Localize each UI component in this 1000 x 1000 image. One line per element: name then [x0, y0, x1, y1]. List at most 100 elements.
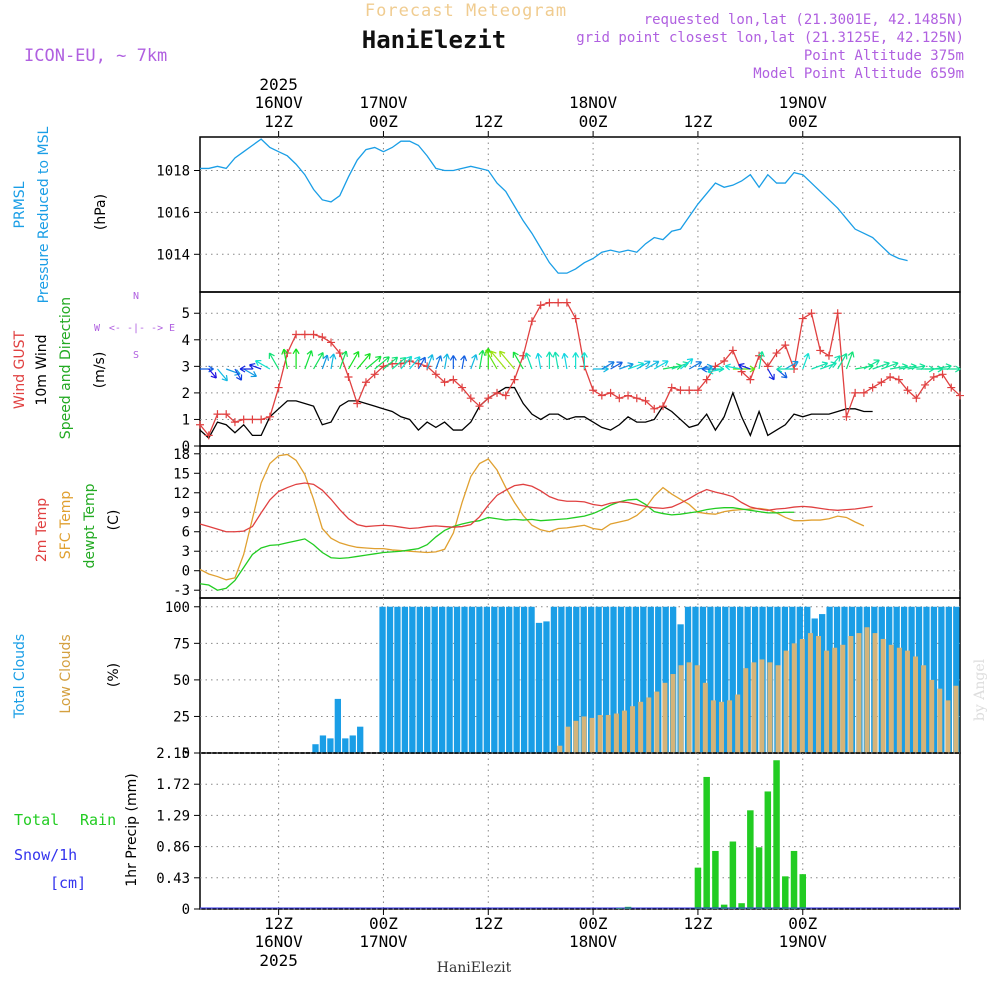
wind-unit: (m/s) — [92, 352, 108, 389]
total-cloud-bar-32 — [439, 606, 446, 753]
pressure-series — [200, 138, 908, 274]
cloud-unit: (%) — [106, 663, 122, 687]
wind-arrow-11 — [292, 348, 300, 369]
gust-marker-72 — [824, 351, 833, 360]
total-cloud-bar-29 — [416, 606, 423, 753]
total-cloud-bar-45 — [535, 622, 543, 753]
total-cloud-bar-35 — [461, 606, 468, 753]
gust-marker-17 — [344, 372, 353, 381]
wind-arrow-20 — [374, 356, 390, 370]
wind-arrow-29 — [449, 355, 457, 369]
wind-arrow-28 — [442, 353, 450, 370]
total-cloud-bar-95 — [908, 606, 915, 753]
total-cloud-bar-19 — [342, 738, 349, 753]
wind-labels: Wind GUST 10m Wind Speed and Direction (… — [12, 297, 108, 439]
cloud-labels: Total Clouds Low Clouds (%) — [12, 634, 122, 719]
gust-marker-55 — [676, 386, 685, 395]
low-cloud-bar-53 — [630, 706, 636, 753]
wind-label-c: Speed and Direction — [58, 297, 74, 439]
low-cloud-bar-90 — [929, 679, 935, 753]
low-cloud-bar-58 — [670, 674, 676, 753]
low-cloud-bar-64 — [718, 701, 724, 753]
wind-arrow-37 — [512, 351, 524, 370]
low-cloud-bar-89 — [921, 665, 927, 753]
precip-label-snow: Snow/1h — [14, 846, 77, 864]
total-cloud-bar-25 — [386, 606, 394, 753]
total-cloud-bar-37 — [476, 606, 483, 753]
y-tick-label-1-5: 5 — [182, 306, 190, 322]
gust-marker-71 — [816, 346, 825, 355]
total-cloud-bar-57 — [625, 606, 632, 753]
wind-arrow-31 — [470, 354, 478, 370]
low-cloud-bar-56 — [654, 691, 660, 753]
rain-bar-62 — [738, 903, 745, 909]
y-tick-label-1-4: 4 — [182, 333, 190, 349]
top-axis-hour-3: 00Z — [579, 112, 608, 131]
gust-marker-46 — [597, 391, 606, 400]
gust-marker-67 — [781, 341, 790, 350]
total-cloud-bar-72 — [737, 606, 744, 753]
low-cloud-bar-77 — [824, 650, 830, 753]
low-cloud-bar-76 — [816, 636, 822, 753]
wind-arrow-24 — [409, 356, 421, 370]
cloud-label-b: Low Clouds — [58, 634, 74, 713]
wind-arrow-38 — [524, 352, 533, 370]
y-tick-label-3-0: 0 — [182, 746, 190, 762]
y-tick-label-2-1: 0 — [182, 564, 190, 580]
rain-bar-58 — [703, 776, 710, 909]
gust-marker-32 — [475, 402, 484, 411]
y-tick-label-1-2: 2 — [182, 386, 190, 402]
gust-marker-58 — [702, 375, 711, 384]
gust-marker-84 — [929, 372, 938, 381]
top-axis-year-0: 2025 — [259, 75, 298, 94]
gust-marker-19 — [361, 378, 370, 387]
requested-coords: requested lon,lat (21.3001E, 42.1485N) — [644, 12, 964, 28]
wind-arrow-46 — [601, 361, 615, 370]
gust-marker-75 — [851, 388, 860, 397]
top-axis-hour-5: 00Z — [788, 112, 817, 131]
wind-arrow-47 — [610, 361, 623, 370]
gust-marker-33 — [484, 394, 493, 403]
temp-y-axis: -3 0 3 6 9 12 15 18 — [173, 447, 200, 599]
total-cloud-bar-48 — [558, 606, 565, 753]
low-cloud-bar-83 — [872, 633, 878, 753]
low-cloud-bar-91 — [937, 688, 943, 753]
temp-grid — [200, 446, 960, 598]
wind-arrow-68 — [776, 365, 795, 373]
precip-label-total: Total — [14, 811, 59, 829]
total-cloud-bar-50 — [573, 606, 580, 753]
y-tick-label-0-1: 1016 — [156, 205, 190, 221]
compass-south: S — [133, 350, 139, 361]
total-cloud-bar-17 — [327, 738, 334, 753]
low-cloud-bar-50 — [605, 714, 611, 753]
rain-bar-61 — [729, 841, 737, 909]
gust-marker-15 — [327, 338, 336, 347]
gust-marker-60 — [720, 357, 729, 366]
total-cloud-bar-70 — [722, 606, 729, 753]
gust-marker-18 — [353, 399, 362, 408]
cloud-label-a: Total Clouds — [12, 634, 28, 719]
total-cloud-bar-44 — [528, 606, 535, 753]
wind-arrow-18 — [356, 352, 371, 370]
wind-series — [196, 298, 964, 440]
compass-legend: N <- -|- -> W E S — [94, 291, 175, 361]
footer-location: HaniElezit — [437, 960, 512, 976]
low-cloud-bar-44 — [557, 745, 563, 753]
low-cloud-bar-79 — [840, 644, 846, 753]
bottom-axis-hour-5: 00Z — [788, 914, 817, 933]
rain-bar-59 — [712, 850, 719, 909]
grid-point-coords: grid point closest lon,lat (21.3125E, 42… — [576, 30, 964, 46]
wind-arrow-30 — [460, 355, 468, 370]
wind-arrow-51 — [645, 360, 660, 370]
top-axis-hour-2: 12Z — [474, 112, 503, 131]
wind-arrow-62 — [724, 363, 742, 371]
y-tick-label-4-3: 1.29 — [156, 808, 190, 824]
gust-marker-35 — [501, 391, 510, 400]
temp-frame — [199, 445, 961, 599]
total-cloud-bar-40 — [498, 606, 505, 753]
low-cloud-bar-92 — [945, 700, 951, 753]
wind-arrow-0 — [200, 365, 214, 373]
wind-arrow-8 — [254, 360, 271, 370]
total-cloud-bar-60 — [647, 606, 654, 753]
